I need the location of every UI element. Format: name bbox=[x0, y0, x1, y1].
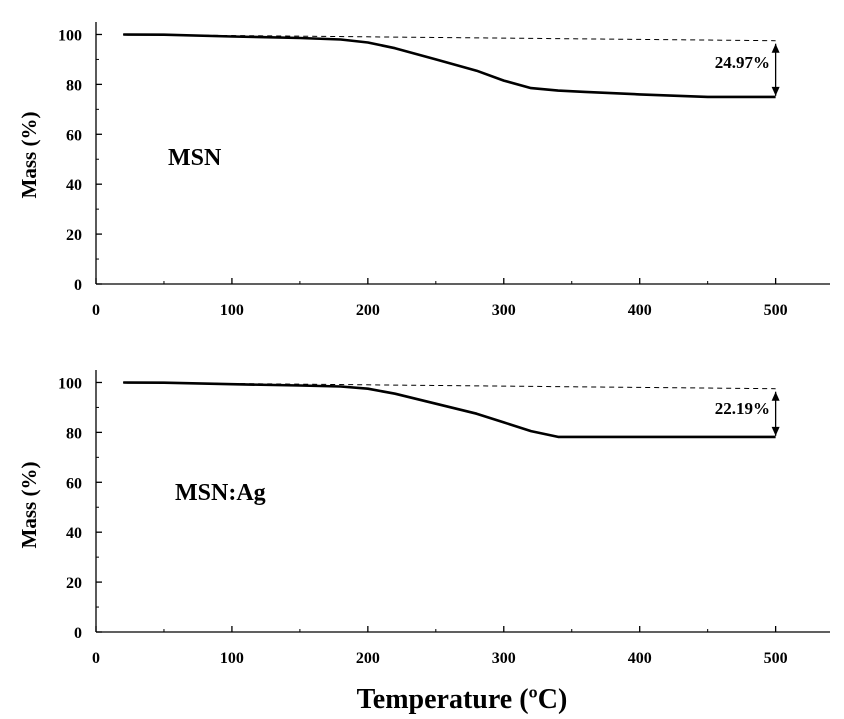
y-tick-label-msn: 60 bbox=[66, 127, 82, 144]
y-axis-label-top: Mass (%) bbox=[17, 112, 41, 199]
y-tick-label-msn-ag: 100 bbox=[58, 375, 82, 392]
y-tick-label-msn: 20 bbox=[66, 227, 82, 244]
arrowhead-up-msn bbox=[771, 43, 780, 53]
msn-ag-panel: Mass (%) MSN:Ag 22.19% 0 20 40 60 80 100 0 100 2… bbox=[17, 370, 830, 667]
y-tick-label-msn-ag: 60 bbox=[66, 475, 82, 492]
x-tick-label-msn: 500 bbox=[764, 302, 788, 319]
x-tick-label-msn: 400 bbox=[628, 302, 652, 319]
y-tick-label-msn-ag: 20 bbox=[66, 575, 82, 592]
arrowhead-down-msn bbox=[771, 86, 780, 96]
x-tick-label-msn-ag: 500 bbox=[764, 650, 788, 667]
sample-label-msn: MSN bbox=[168, 145, 222, 171]
y-tick-label-msn-ag: 40 bbox=[66, 525, 82, 542]
x-tick-label-msn-ag: 200 bbox=[356, 650, 380, 667]
y-tick-label-msn-ag: 0 bbox=[74, 625, 82, 642]
x-tick-label-msn-ag: 300 bbox=[492, 650, 516, 667]
y-tick-label-msn: 80 bbox=[66, 77, 82, 94]
y-axis-label-bottom: Mass (%) bbox=[17, 462, 41, 549]
sample-label-msn-ag: MSN:Ag bbox=[175, 480, 266, 506]
y-tick-label-msn: 40 bbox=[66, 177, 82, 194]
x-axis-label: Temperature (ºC) bbox=[357, 684, 568, 715]
baseline-dashed-msn bbox=[123, 34, 776, 42]
arrowhead-up-msn-ag bbox=[771, 391, 780, 401]
x-tick-label-msn-ag: 0 bbox=[92, 650, 100, 667]
y-tick-label-msn: 0 bbox=[74, 277, 82, 294]
x-tick-label-msn: 100 bbox=[220, 302, 244, 319]
x-tick-label-msn: 300 bbox=[492, 302, 516, 319]
y-tick-label-msn-ag: 80 bbox=[66, 425, 82, 442]
mass-loss-label-msn: 24.97% bbox=[715, 53, 770, 72]
mass-loss-label-msn-ag: 22.19% bbox=[715, 399, 770, 418]
y-tick-label-msn: 100 bbox=[58, 27, 82, 44]
baseline-dashed-msn-ag bbox=[123, 382, 776, 390]
x-tick-label-msn: 0 bbox=[92, 302, 100, 319]
x-tick-label-msn: 200 bbox=[356, 302, 380, 319]
msn-panel: Mass (%) MSN 24.97% 0 20 40 60 80 100 0 100 200 3… bbox=[17, 22, 830, 319]
arrowhead-down-msn-ag bbox=[771, 426, 780, 436]
x-tick-label-msn-ag: 400 bbox=[628, 650, 652, 667]
mass-curve-msn-ag bbox=[123, 381, 776, 439]
x-tick-label-msn-ag: 100 bbox=[220, 650, 244, 667]
mass-curve-msn bbox=[123, 33, 776, 99]
